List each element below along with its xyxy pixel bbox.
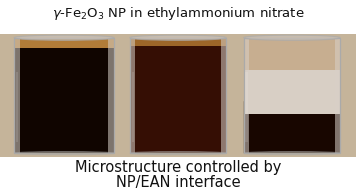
Ellipse shape [130, 152, 226, 155]
Bar [244, 38, 340, 153]
Ellipse shape [244, 152, 340, 155]
Text: Microstructure controlled by: Microstructure controlled by [75, 160, 281, 175]
Bar [244, 38, 249, 153]
Ellipse shape [14, 152, 114, 155]
Bar [16, 72, 18, 142]
Bar [130, 38, 226, 153]
Bar [244, 70, 340, 114]
Ellipse shape [14, 35, 114, 40]
Bar [14, 38, 114, 153]
Bar [245, 72, 247, 142]
Bar [130, 38, 135, 153]
Bar [244, 38, 340, 70]
Polygon shape [244, 101, 340, 153]
Bar [14, 38, 20, 153]
Bar [131, 72, 134, 142]
Text: NP/EAN interface: NP/EAN interface [116, 175, 240, 189]
Bar [130, 38, 226, 46]
Bar [14, 38, 114, 48]
Bar [221, 38, 226, 153]
Ellipse shape [130, 35, 226, 40]
Ellipse shape [244, 35, 340, 40]
Bar [109, 38, 114, 153]
Bar [0, 34, 356, 157]
Bar [335, 38, 340, 153]
Bar [130, 46, 226, 153]
Text: $\gamma$-Fe$_2$O$_3$ NP in ethylammonium nitrate: $\gamma$-Fe$_2$O$_3$ NP in ethylammonium… [52, 5, 304, 22]
Bar [14, 48, 114, 153]
